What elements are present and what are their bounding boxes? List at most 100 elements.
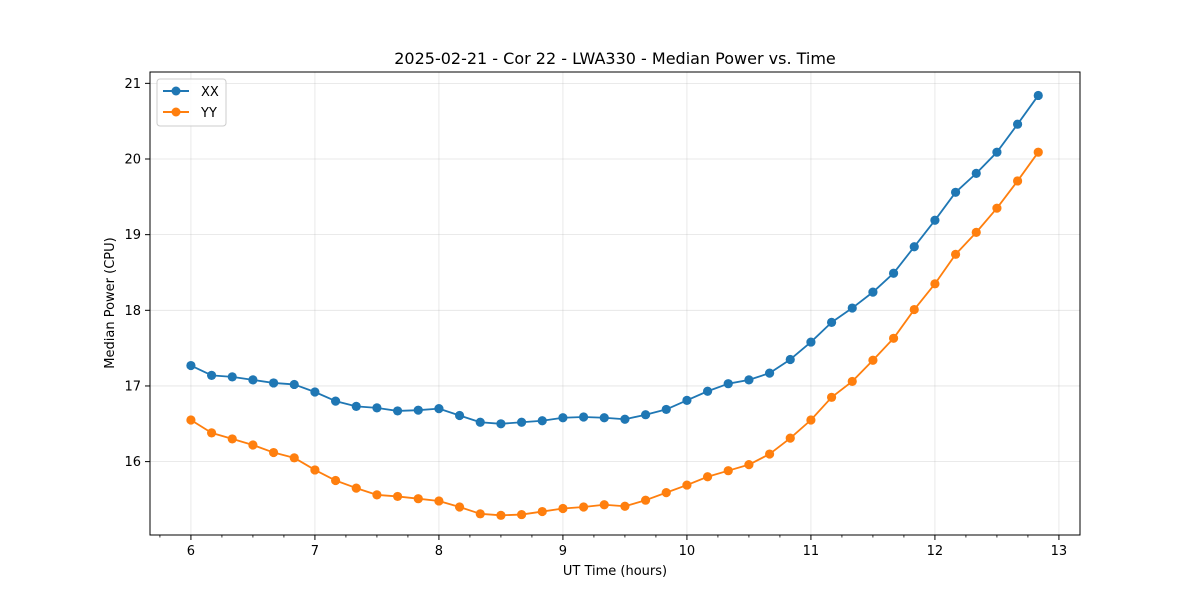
x-tick-label: 9: [559, 544, 567, 559]
data-point-yy: [992, 203, 1002, 213]
data-point-yy: [227, 434, 237, 444]
legend-marker-yy: [171, 107, 181, 117]
data-point-yy: [806, 415, 816, 425]
data-point-xx: [620, 414, 630, 424]
data-point-yy: [888, 333, 899, 343]
x-tick-label: 13: [1051, 544, 1068, 559]
data-point-xx: [909, 242, 919, 252]
data-point-yy: [454, 502, 465, 512]
data-point-xx: [558, 413, 568, 423]
data-point-yy: [661, 488, 671, 498]
data-point-yy: [1033, 147, 1043, 157]
data-point-xx: [992, 147, 1002, 157]
series-yy: [186, 147, 1043, 520]
x-tick-label: 8: [435, 544, 443, 559]
data-point-xx: [289, 379, 299, 390]
y-tick-label: 19: [124, 228, 141, 243]
data-point-xx: [516, 417, 527, 427]
data-point-yy: [392, 491, 403, 502]
data-point-yy: [640, 495, 651, 505]
data-point-yy: [475, 509, 485, 519]
data-point-xx: [702, 386, 713, 396]
y-tick-label: 17: [124, 379, 141, 394]
x-tick-label: 11: [803, 544, 820, 559]
data-point-xx: [351, 401, 361, 411]
legend-marker-xx: [171, 86, 181, 96]
data-point-yy: [516, 509, 527, 520]
data-point-yy: [909, 304, 919, 315]
data-point-yy: [702, 472, 713, 482]
data-point-yy: [434, 496, 444, 506]
data-point-yy: [372, 490, 382, 500]
data-point-xx: [764, 368, 775, 378]
x-tick-label: 10: [679, 544, 696, 559]
y-tick-label: 20: [124, 153, 141, 168]
series-xx: [186, 90, 1043, 429]
data-point-yy: [330, 475, 341, 486]
data-point-xx: [868, 287, 878, 297]
x-tick-label: 12: [927, 544, 944, 559]
legend-label-yy: YY: [200, 106, 217, 121]
data-point-xx: [227, 372, 237, 382]
data-point-xx: [682, 395, 692, 405]
data-point-yy: [599, 500, 609, 510]
data-point-yy: [744, 460, 754, 470]
data-point-yy: [578, 502, 589, 512]
plot-frame: [149, 71, 1081, 536]
data-point-xx: [330, 396, 341, 406]
data-point-xx: [310, 387, 320, 397]
data-point-xx: [475, 417, 485, 427]
data-point-xx: [206, 370, 217, 380]
data-point-yy: [971, 227, 981, 237]
data-point-yy: [310, 465, 320, 475]
y-tick-label: 16: [124, 455, 141, 470]
y-tick-label: 21: [124, 77, 141, 92]
x-axis-label: UT Time (hours): [563, 564, 667, 579]
chart-title: 2025-02-21 - Cor 22 - LWA330 - Median Po…: [394, 49, 836, 68]
x-tick-label: 6: [187, 544, 195, 559]
data-point-xx: [971, 168, 981, 178]
y-axis-label: Median Power (CPU): [103, 237, 118, 368]
data-point-xx: [454, 410, 465, 421]
data-point-xx: [950, 187, 961, 197]
data-point-yy: [248, 440, 258, 450]
data-point-xx: [661, 404, 671, 415]
data-point-xx: [434, 404, 444, 414]
data-point-xx: [372, 403, 382, 413]
data-point-yy: [537, 506, 547, 517]
data-point-xx: [392, 406, 403, 416]
data-point-yy: [723, 466, 733, 476]
data-point-xx: [496, 419, 506, 429]
data-point-xx: [268, 378, 279, 388]
data-point-xx: [248, 375, 258, 385]
grid-lines: [150, 72, 1080, 535]
data-point-yy: [413, 494, 423, 504]
data-point-yy: [351, 483, 361, 493]
data-series: [186, 90, 1043, 520]
data-point-yy: [186, 415, 196, 425]
data-point-xx: [1012, 119, 1023, 129]
data-point-xx: [826, 317, 837, 328]
data-point-yy: [268, 447, 279, 458]
data-point-yy: [1012, 176, 1023, 186]
data-point-yy: [289, 453, 299, 463]
data-point-yy: [847, 376, 857, 387]
data-point-xx: [888, 268, 899, 278]
data-point-xx: [847, 303, 857, 313]
data-point-xx: [186, 360, 196, 371]
data-point-yy: [930, 279, 940, 289]
data-point-xx: [1033, 90, 1043, 101]
data-point-xx: [413, 405, 423, 415]
data-point-yy: [620, 501, 630, 511]
data-point-xx: [785, 354, 795, 365]
data-point-xx: [744, 375, 754, 385]
x-tick-label: 7: [311, 544, 319, 559]
data-point-yy: [496, 510, 506, 520]
axes: 6 7 8 9 10 11 12 13 16 17 18 19 20 21: [124, 77, 1067, 559]
data-point-xx: [930, 215, 940, 225]
legend-label-xx: XX: [201, 85, 219, 100]
data-point-xx: [578, 412, 589, 422]
legend: XX YY: [156, 78, 227, 127]
